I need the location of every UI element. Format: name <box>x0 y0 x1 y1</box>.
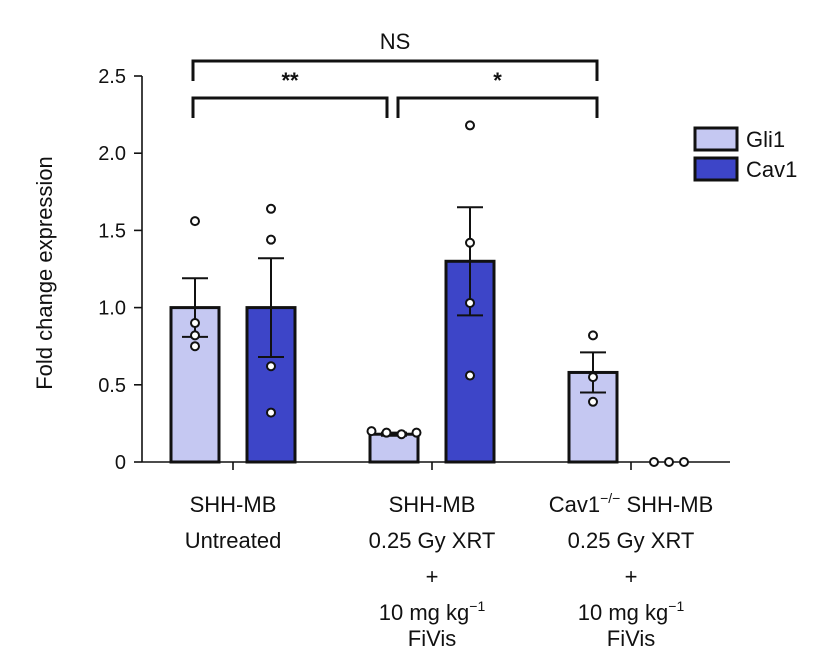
data-point <box>588 330 598 341</box>
data-point <box>465 120 475 131</box>
x-axis-group-labels: SHH-MB Untreated SHH-MB 0.25 Gy XRT +10 mg k… <box>185 490 714 650</box>
data-point <box>381 427 392 438</box>
group-label-line: 10 mg kg−1 <box>379 598 486 625</box>
y-tick-label: 2.0 <box>98 143 126 165</box>
y-tick-label: 1.0 <box>98 298 126 320</box>
data-point <box>664 457 674 467</box>
significance-brackets: NS** * <box>191 29 599 118</box>
data-point <box>190 341 200 352</box>
data-point <box>588 372 598 383</box>
data-point <box>465 237 475 248</box>
group-label-line: FiVis <box>607 626 656 650</box>
group-label-line: + <box>426 564 439 589</box>
significance-label: ** <box>281 68 299 93</box>
legend-label-gli1: Gli1 <box>746 127 785 152</box>
y-axis-title: Fold change expression <box>32 156 57 390</box>
significance-bracket <box>396 96 599 118</box>
y-tick-label: 2.5 <box>98 66 126 88</box>
data-point <box>266 407 276 418</box>
data-point <box>190 216 200 227</box>
group-label-line: SHH-MB <box>389 492 476 517</box>
data-point <box>411 427 422 438</box>
data-point <box>679 457 689 467</box>
legend-swatch-gli1 <box>693 126 739 152</box>
legend-label-cav1: Cav1 <box>746 157 797 182</box>
significance-bracket <box>191 59 599 81</box>
data-point <box>190 330 200 341</box>
data-point <box>266 234 276 245</box>
group-label-line: SHH-MB <box>190 492 277 517</box>
y-tick-label: 1.5 <box>98 220 126 242</box>
data-point <box>465 297 475 308</box>
significance-bracket <box>191 96 389 118</box>
significance-label: * <box>493 68 502 93</box>
group-label-line: Untreated <box>185 528 282 553</box>
bar-gli1 <box>368 432 420 464</box>
group-label-line: + <box>625 564 638 589</box>
axes: 0 0.5 1.0 1.5 2.0 2.5 Fold change expression <box>32 66 730 474</box>
data-point <box>190 318 200 329</box>
group-label-line: 0.25 Gy XRT <box>369 528 496 553</box>
group-label-line: 0.25 Gy XRT <box>568 528 695 553</box>
y-tick-label: 0.5 <box>98 375 126 397</box>
data-point <box>465 370 475 381</box>
legend-swatch-cav1 <box>693 156 739 182</box>
data-point <box>366 426 377 437</box>
group-label-line: FiVis <box>408 626 457 650</box>
data-point <box>396 429 407 440</box>
bars <box>169 259 619 464</box>
group-label-header: Cav1−/− SHH-MB <box>549 490 714 517</box>
significance-label: NS <box>380 29 411 54</box>
data-point <box>266 203 276 214</box>
data-point <box>588 396 598 407</box>
data-points <box>190 120 689 467</box>
data-point <box>266 361 276 372</box>
group-label-line: 10 mg kg−1 <box>578 598 685 625</box>
y-tick-label: 0 <box>115 452 126 474</box>
legend: Gli1 Cav1 <box>693 126 797 182</box>
data-point <box>649 457 659 467</box>
